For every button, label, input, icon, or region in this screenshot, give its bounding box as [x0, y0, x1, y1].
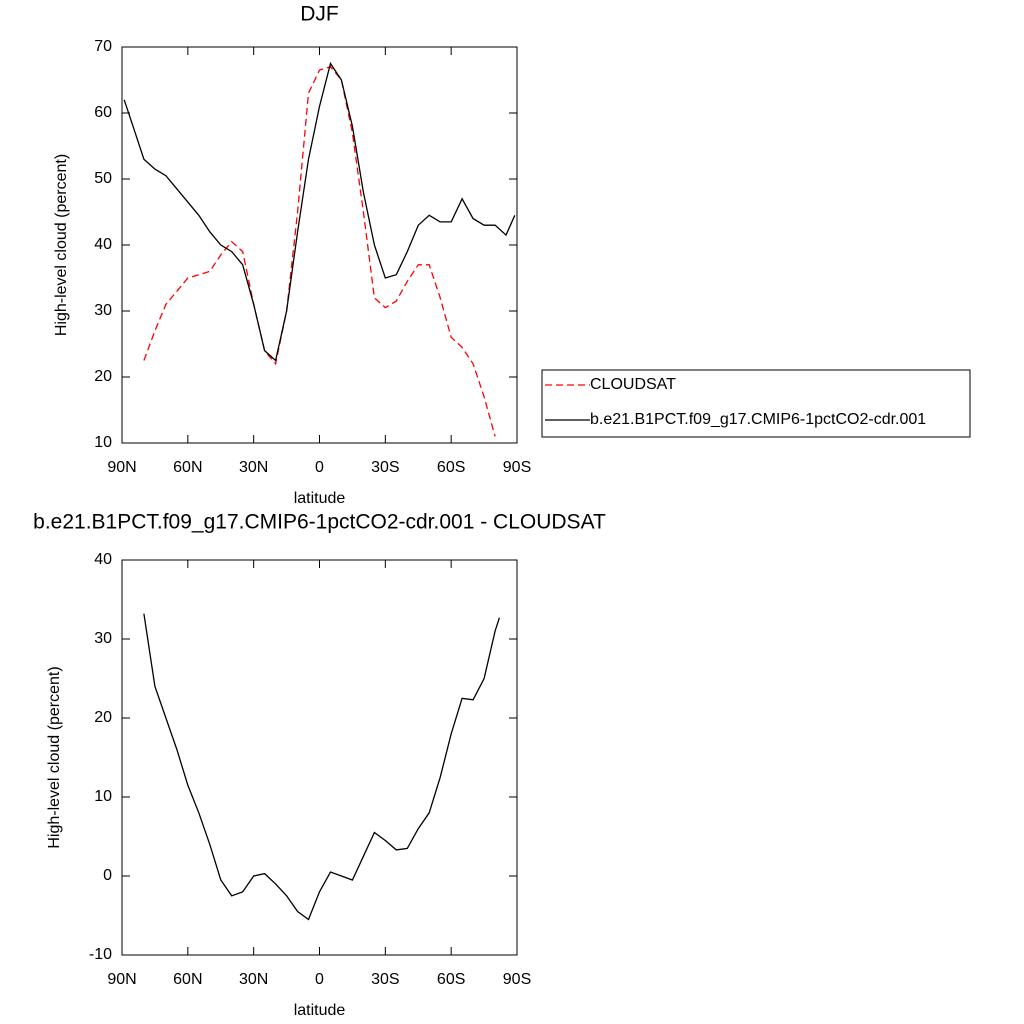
chart-title: b.e21.B1PCT.f09_g17.CMIP6-1pctCO2-cdr.00… — [33, 511, 606, 534]
y-tick-label: 0 — [103, 867, 112, 884]
y-axis-label: High-level cloud (percent) — [53, 154, 70, 336]
y-tick-label: 30 — [94, 630, 112, 647]
x-tick-label: 60N — [173, 459, 202, 476]
x-tick-label: 60S — [437, 971, 465, 988]
legend-label: b.e21.B1PCT.f09_g17.CMIP6-1pctCO2-cdr.00… — [590, 411, 926, 428]
y-tick-label: 70 — [94, 38, 112, 55]
x-tick-label: 30N — [239, 459, 268, 476]
y-tick-label: 60 — [94, 104, 112, 121]
y-tick-label: 20 — [94, 368, 112, 385]
data-line — [123, 61, 516, 362]
y-tick-label: 50 — [94, 170, 112, 187]
y-tick-label: 10 — [94, 788, 112, 805]
x-tick-label: 60N — [173, 971, 202, 988]
x-tick-label: 90N — [107, 971, 136, 988]
y-tick-label: -10 — [89, 946, 112, 963]
plot-frame — [121, 559, 518, 956]
chart-title: DJF — [300, 3, 339, 26]
x-axis-label: latitude — [294, 1002, 346, 1019]
x-tick-label: 30N — [239, 971, 268, 988]
x-tick-label: 90S — [503, 971, 531, 988]
x-tick-label: 30S — [371, 459, 399, 476]
y-tick-label: 30 — [94, 302, 112, 319]
legend-box — [541, 369, 971, 438]
y-tick-label: 40 — [94, 551, 112, 568]
y-axis-label: High-level cloud (percent) — [46, 666, 63, 848]
x-axis-label: latitude — [294, 490, 346, 507]
x-tick-label: 30S — [371, 971, 399, 988]
y-tick-label: 40 — [94, 236, 112, 253]
legend-label: CLOUDSAT — [590, 376, 676, 393]
y-tick-label: 10 — [94, 434, 112, 451]
x-tick-label: 90N — [107, 459, 136, 476]
x-tick-label: 0 — [315, 971, 324, 988]
x-tick-label: 60S — [437, 459, 465, 476]
x-tick-label: 90S — [503, 459, 531, 476]
x-tick-label: 0 — [315, 459, 324, 476]
data-line — [143, 613, 501, 921]
y-tick-label: 20 — [94, 709, 112, 726]
data-line — [143, 66, 496, 437]
